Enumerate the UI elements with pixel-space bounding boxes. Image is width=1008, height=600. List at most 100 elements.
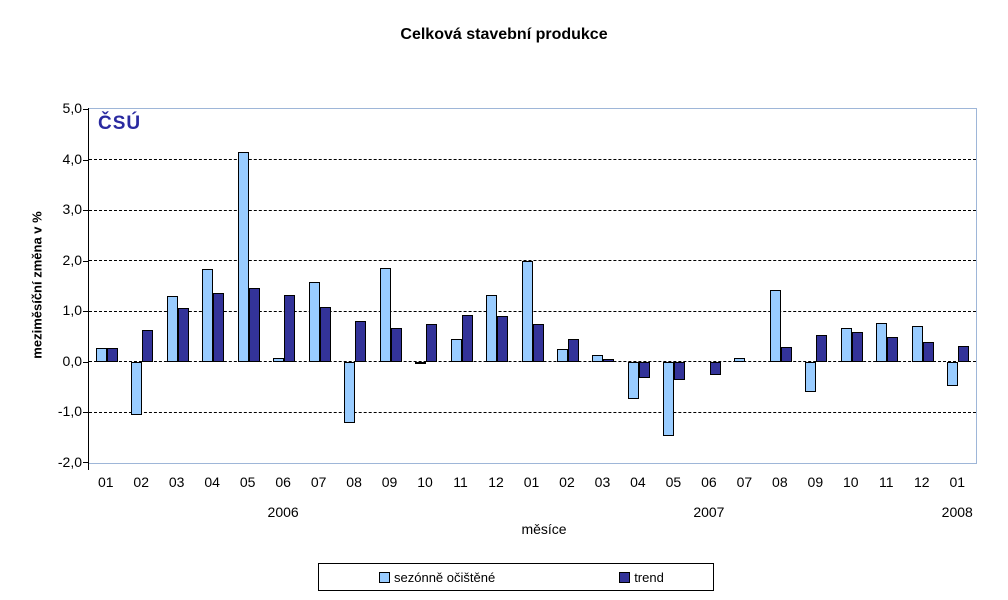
bar-seasonal (202, 268, 214, 362)
bar-trend (851, 331, 863, 362)
x-tick-label: 06 (701, 474, 717, 490)
bar-trend (887, 337, 899, 362)
y-tick-mark (83, 109, 89, 110)
x-tick-label: 05 (665, 474, 682, 490)
bar-seasonal (415, 361, 427, 364)
y-tick-mark (83, 210, 89, 212)
x-tick-label: 11 (453, 474, 468, 490)
bar-seasonal (95, 347, 107, 362)
bar-trend (674, 361, 686, 381)
bar-seasonal (592, 355, 604, 362)
y-axis-line (88, 108, 89, 470)
x-tick-label: 01 (949, 474, 966, 490)
x-tick-label: 12 (488, 474, 504, 490)
bar-seasonal (947, 361, 959, 387)
bar-trend (461, 315, 473, 362)
x-tick-label: 02 (133, 474, 149, 490)
x-tick-label: 02 (559, 474, 575, 490)
gridline-3,0 (89, 209, 976, 211)
year-label: 2006 (267, 504, 299, 520)
bar-trend (816, 335, 828, 362)
bar-seasonal (450, 339, 462, 362)
bar-seasonal (344, 361, 356, 424)
x-tick-label: 12 (913, 474, 930, 490)
legend-label: trend (634, 569, 664, 585)
y-tick-label: 4,0 (62, 150, 82, 167)
bar-seasonal (521, 260, 533, 362)
bar-trend (177, 307, 189, 362)
bar-seasonal (769, 289, 781, 362)
bar-seasonal (663, 361, 675, 436)
y-tick-label: 2,0 (62, 251, 82, 268)
bar-trend (319, 307, 331, 362)
chart-title: Celková stavební produkce (400, 26, 608, 43)
y-tick-mark (83, 361, 89, 363)
x-tick-label: 08 (346, 474, 362, 490)
x-tick-label: 01 (523, 474, 540, 490)
y-tick-label: 1,0 (62, 302, 82, 319)
x-tick-label: 03 (594, 474, 611, 490)
gridline--1,0 (89, 411, 976, 413)
bar-seasonal (308, 282, 320, 362)
x-tick-label: 03 (168, 474, 185, 490)
x-tick-label: 10 (843, 474, 859, 490)
x-tick-label: 07 (736, 474, 753, 490)
bar-trend (106, 347, 118, 362)
bar-seasonal (840, 327, 852, 362)
x-tick-label: 04 (204, 474, 220, 490)
y-tick-mark (83, 462, 89, 463)
bar-trend (355, 321, 367, 362)
legend-item-seasonal: sezónně očištěné (379, 570, 495, 585)
bar-seasonal (131, 361, 143, 415)
bar-trend (709, 361, 721, 375)
bar-trend (532, 324, 544, 362)
x-tick-label: 11 (879, 474, 894, 490)
bar-trend (780, 346, 792, 362)
bar-seasonal (876, 322, 888, 362)
bar-seasonal (379, 267, 391, 362)
legend-item-trend: trend (619, 570, 664, 585)
bar-trend (922, 342, 934, 362)
year-label: 2007 (693, 504, 725, 520)
y-tick-mark (83, 412, 89, 414)
bar-seasonal (486, 294, 498, 362)
bar-seasonal (237, 151, 249, 362)
y-tick-label: -2,0 (57, 454, 82, 470)
seasonal-swatch-icon (379, 571, 390, 583)
x-axis-title: měsíce (521, 521, 567, 537)
y-tick-label: -1,0 (57, 403, 82, 420)
legend-label: sezónně očištěné (394, 569, 496, 585)
x-tick-label: 09 (807, 474, 824, 490)
plot-area: ČSÚ (83, 108, 977, 470)
bar-trend (142, 329, 154, 362)
csu-logo: ČSÚ (98, 113, 142, 134)
x-tick-label: 07 (310, 474, 327, 490)
x-tick-label: 10 (417, 474, 433, 490)
bar-trend (603, 358, 615, 362)
x-tick-label: 06 (275, 474, 291, 490)
y-tick-mark (83, 311, 89, 313)
gridline-0,0 (89, 361, 976, 363)
bar-trend (567, 339, 579, 362)
bar-trend (213, 293, 225, 362)
y-axis-title: meziměsíční změna v % (29, 211, 45, 359)
bar-trend (638, 361, 650, 379)
y-tick-label: 5,0 (62, 100, 82, 116)
y-tick-mark (83, 260, 89, 262)
gridline-2,0 (89, 260, 976, 262)
trend-swatch-icon (619, 571, 631, 583)
x-tick-label: 09 (381, 474, 398, 490)
x-tick-label: 08 (772, 474, 788, 490)
legend: sezónně očištěné trend (318, 563, 714, 591)
x-tick-label: 05 (239, 474, 256, 490)
gridline-1,0 (89, 310, 976, 312)
bar-trend (426, 324, 438, 362)
x-tick-label: 04 (630, 474, 646, 490)
bar-trend (497, 316, 509, 362)
year-label: 2008 (941, 504, 973, 520)
y-tick-label: 3,0 (62, 201, 82, 218)
gridline-4,0 (89, 159, 976, 161)
bar-seasonal (805, 361, 817, 393)
x-tick-label: 01 (97, 474, 114, 490)
